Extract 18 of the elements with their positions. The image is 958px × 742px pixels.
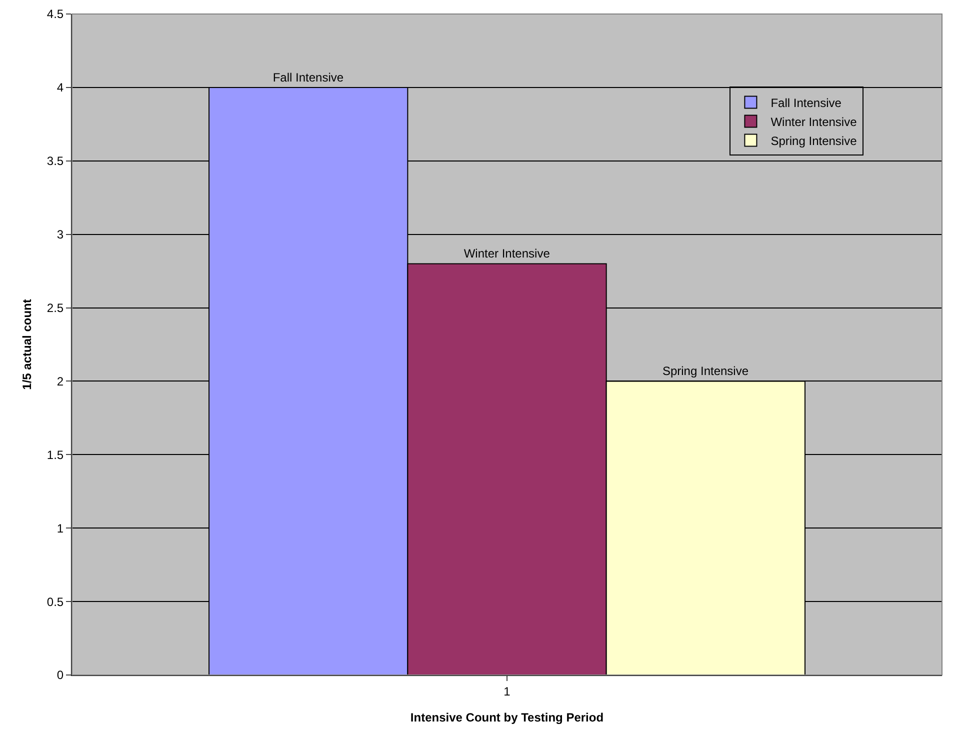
y-tick-label: 0 — [56, 668, 64, 682]
text: Spring Intensive — [662, 364, 749, 378]
y-tick-label: 2 — [56, 374, 64, 388]
y-tick-label: 2.5 — [46, 300, 64, 315]
x-axis-title: Intensive Count by Testing Period — [410, 710, 604, 724]
legend-label: Fall Intensive — [770, 96, 842, 110]
y-axis-title: 1/5 actual count — [20, 299, 34, 390]
y-tick-label: 0.5 — [46, 594, 64, 609]
legend-label: Spring Intensive — [770, 134, 858, 148]
legend-label: Winter Intensive — [770, 114, 858, 129]
text: Fall Intensive — [272, 70, 344, 84]
text: Winter Intensive — [464, 246, 550, 261]
y-tick-label: 4.5 — [46, 7, 64, 22]
y-tick-label: 1 — [56, 521, 64, 536]
y-tick-label: 3 — [56, 228, 64, 242]
y-tick-label: 1.5 — [46, 448, 64, 462]
y-tick-label: 3.5 — [46, 154, 64, 168]
y-tick-label: 4 — [56, 80, 64, 95]
